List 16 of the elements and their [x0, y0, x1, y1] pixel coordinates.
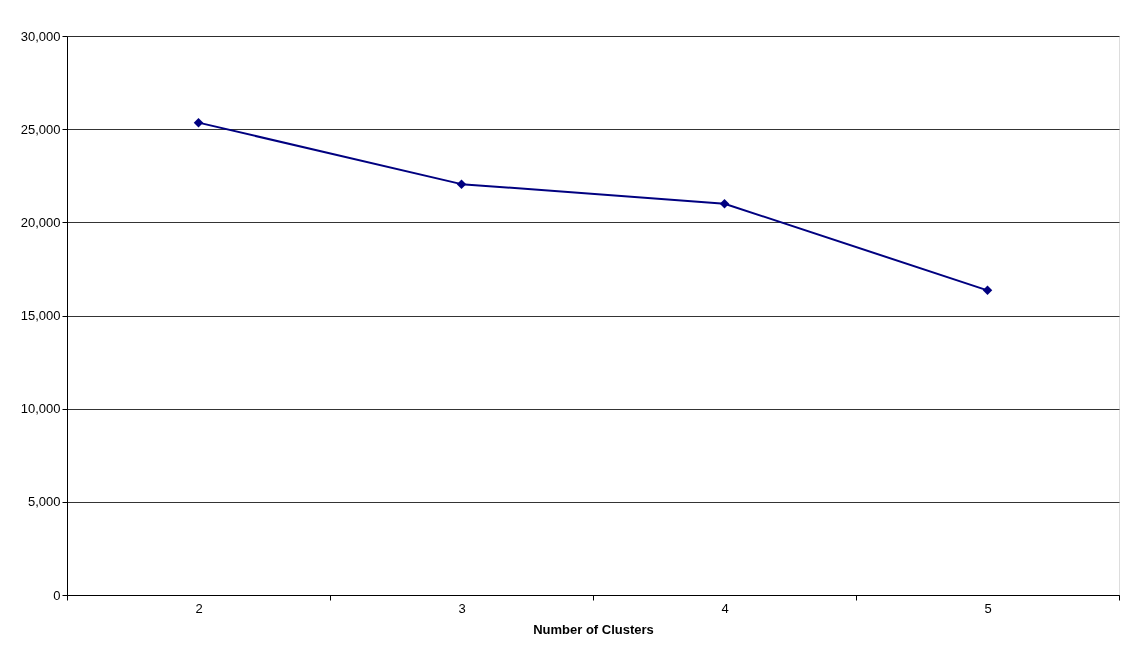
y-tick-label: 30,000 [20, 28, 61, 44]
y-tick-label: 15,000 [20, 308, 61, 323]
point [719, 198, 730, 209]
x-tick-label: 3 [458, 600, 466, 616]
x-axis-title: Number of Clusters [533, 621, 654, 637]
point [456, 179, 467, 189]
x-tick-label: 5 [984, 600, 992, 616]
point [982, 285, 993, 296]
y-tick-label: 5,000 [27, 494, 61, 510]
point [193, 117, 204, 128]
y-tick-label: 0 [53, 587, 61, 603]
y-tick-label: 25,000 [20, 121, 61, 137]
y-tick-label: 20,000 [20, 214, 61, 230]
x-tick-label: 4 [721, 600, 729, 616]
y-tick-label: 10,000 [20, 401, 61, 417]
x-tick-label: 2 [195, 600, 203, 616]
